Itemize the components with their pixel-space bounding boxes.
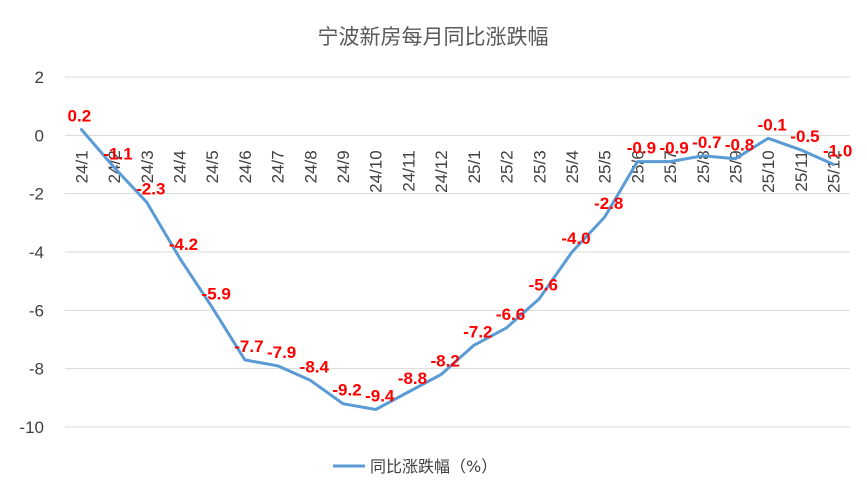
y-tick-label: 2 bbox=[35, 68, 44, 87]
x-tick-label: 25/12 bbox=[825, 150, 844, 193]
data-label: -9.2 bbox=[332, 381, 361, 400]
x-tick-label: 24/11 bbox=[399, 150, 418, 191]
x-tick-label: 25/2 bbox=[498, 150, 517, 183]
data-label: -2.3 bbox=[136, 179, 165, 198]
x-axis-ticks: 24/1 24/2 24/3 24/4 24/5 24/6 24/7 24/8 24/9 24/1… bbox=[72, 150, 843, 193]
x-tick-label: 25/11 bbox=[792, 150, 811, 191]
x-tick-label: 25/6 bbox=[628, 150, 647, 183]
x-tick-label: 25/3 bbox=[530, 150, 549, 183]
x-tick-label: 24/12 bbox=[432, 150, 451, 193]
y-axis-ticks: 2 0 -2 -4 -6 -8 -10 bbox=[19, 68, 44, 437]
data-label: -7.2 bbox=[463, 322, 492, 341]
data-label: -5.9 bbox=[202, 284, 231, 303]
x-tick-label: 25/4 bbox=[563, 150, 582, 183]
data-label: -0.9 bbox=[659, 139, 688, 158]
x-tick-label: 24/6 bbox=[236, 150, 255, 183]
data-label: -2.8 bbox=[594, 194, 623, 213]
legend: 同比涨跌幅（%） bbox=[333, 457, 497, 476]
y-tick-label: -6 bbox=[29, 301, 44, 320]
data-label: -5.6 bbox=[529, 276, 558, 295]
data-label: -9.4 bbox=[365, 387, 395, 406]
x-tick-label: 25/1 bbox=[465, 150, 484, 183]
x-tick-label: 25/10 bbox=[759, 150, 778, 193]
x-tick-label: 24/1 bbox=[72, 150, 91, 183]
y-tick-label: -10 bbox=[19, 418, 44, 437]
x-tick-label: 24/7 bbox=[269, 150, 288, 183]
y-tick-label: -2 bbox=[29, 185, 44, 204]
x-tick-label: 24/4 bbox=[170, 150, 189, 183]
x-tick-label: 24/10 bbox=[367, 150, 386, 193]
y-tick-label: -4 bbox=[29, 243, 44, 262]
chart-title: 宁波新房每月同比涨跌幅 bbox=[318, 25, 549, 49]
data-label: -0.5 bbox=[790, 127, 819, 146]
y-tick-label: -8 bbox=[29, 360, 44, 379]
x-tick-label: 24/5 bbox=[203, 150, 222, 183]
data-label: -4.2 bbox=[169, 235, 198, 254]
data-label: -8.4 bbox=[300, 357, 330, 376]
legend-label: 同比涨跌幅（%） bbox=[370, 457, 497, 476]
data-label: -0.9 bbox=[627, 139, 656, 158]
gridlines bbox=[65, 76, 850, 428]
data-label: -6.6 bbox=[496, 305, 525, 324]
data-label: -0.1 bbox=[758, 115, 787, 134]
data-label: -7.7 bbox=[234, 337, 263, 356]
data-label: -1.1 bbox=[103, 144, 132, 163]
x-tick-label: 24/8 bbox=[301, 150, 320, 183]
data-label: -0.8 bbox=[725, 136, 754, 155]
data-label: -0.7 bbox=[692, 133, 721, 152]
series-line bbox=[79, 128, 836, 411]
data-labels: 0.2-1.1-2.3-4.2-5.9-7.7 -7.9-8.4-9.2 -9.4-… bbox=[68, 107, 853, 406]
data-label: 0.2 bbox=[68, 107, 92, 126]
y-tick-label: 0 bbox=[35, 126, 44, 145]
data-label: -1.0 bbox=[823, 142, 852, 161]
data-label: -7.9 bbox=[267, 343, 296, 362]
x-tick-label: 25/7 bbox=[661, 150, 680, 183]
series-line-layer bbox=[79, 128, 836, 411]
data-label: -4.0 bbox=[561, 229, 590, 248]
x-tick-label: 24/9 bbox=[334, 150, 353, 183]
x-tick-label: 24/3 bbox=[138, 150, 157, 183]
x-tick-label: 25/8 bbox=[694, 150, 713, 183]
data-label: -8.8 bbox=[398, 369, 427, 388]
x-tick-label: 25/5 bbox=[596, 150, 615, 183]
data-label: -8.2 bbox=[430, 352, 459, 371]
